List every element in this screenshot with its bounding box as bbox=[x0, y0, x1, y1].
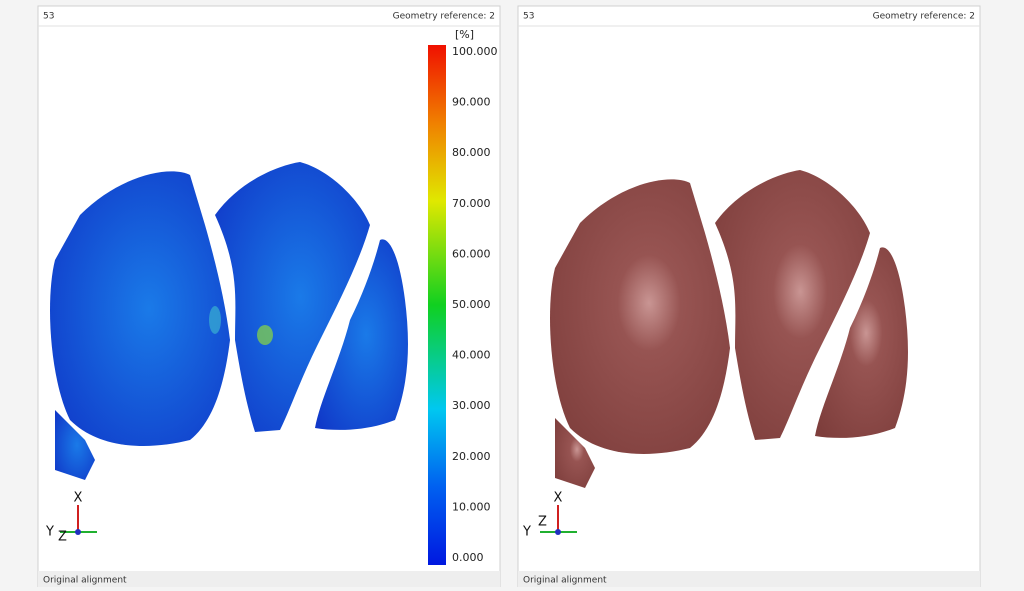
color-scale-unit: [%] bbox=[455, 28, 474, 41]
viewport-id: 53 bbox=[523, 12, 534, 22]
color-scale-label: 0.000 bbox=[452, 551, 484, 564]
color-scale-label: 90.000 bbox=[452, 96, 491, 109]
color-scale-label: 70.000 bbox=[452, 197, 491, 210]
axis-triad: X Y Z bbox=[45, 491, 97, 545]
model bbox=[550, 170, 908, 488]
status-text: Original alignment bbox=[523, 576, 607, 586]
axis-triad: X Y Z bbox=[522, 491, 577, 540]
color-scale-label: 80.000 bbox=[452, 146, 491, 159]
axis-label: Z bbox=[58, 530, 67, 545]
axis-label: Z bbox=[538, 515, 547, 530]
color-scale-label: 30.000 bbox=[452, 399, 491, 412]
axis-label: X bbox=[74, 491, 83, 506]
viewport: 53 Geometry reference: 2 [%] 100.000 90.0… bbox=[37, 5, 501, 588]
color-scale-label: 100.000 bbox=[452, 45, 498, 58]
geometry-reference: Geometry reference: 2 bbox=[873, 12, 975, 22]
color-scale-label: 40.000 bbox=[452, 349, 491, 362]
viewport-id: 53 bbox=[43, 12, 54, 22]
axis-label: Y bbox=[522, 525, 531, 540]
status-text: Original alignment bbox=[43, 576, 127, 586]
color-scale bbox=[428, 45, 446, 565]
model bbox=[50, 162, 408, 480]
color-scale-label: 10.000 bbox=[452, 500, 491, 513]
geometry-reference: Geometry reference: 2 bbox=[393, 12, 495, 22]
color-scale-label: 20.000 bbox=[452, 450, 491, 463]
viewport: 53 Geometry reference: 2 X Y Z Original … bbox=[517, 5, 981, 588]
axis-label: X bbox=[554, 491, 563, 506]
color-scale-label: 60.000 bbox=[452, 247, 491, 260]
color-scale-label: 50.000 bbox=[452, 298, 491, 311]
axis-label: Y bbox=[45, 525, 54, 540]
